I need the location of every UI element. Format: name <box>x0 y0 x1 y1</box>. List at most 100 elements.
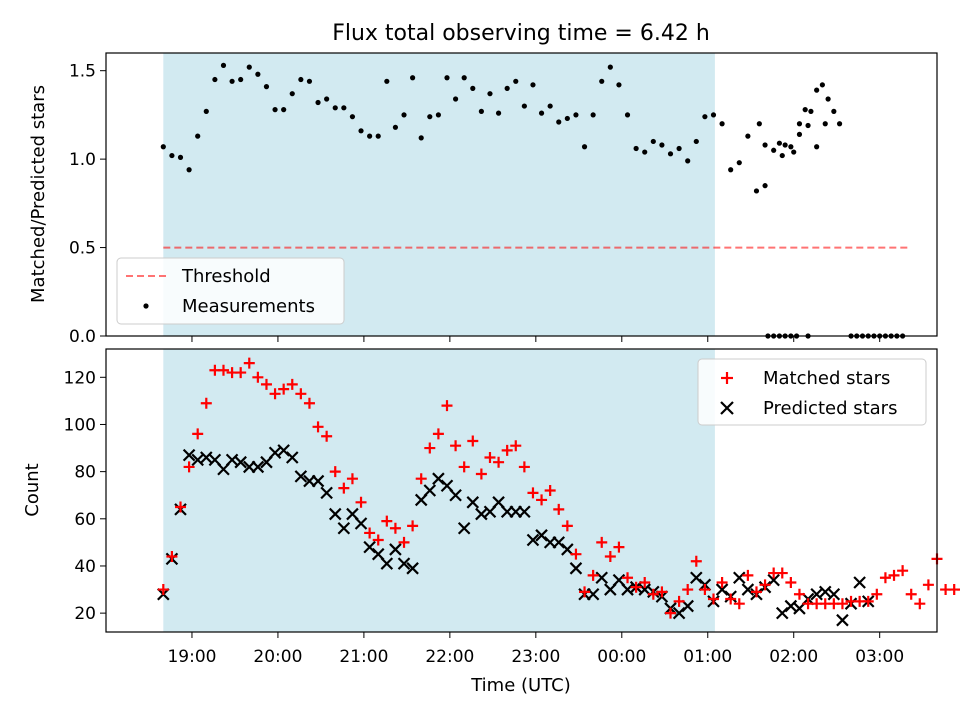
measurement-point <box>324 96 330 102</box>
measurement-point <box>624 112 631 118</box>
measurement-point <box>186 167 192 173</box>
matched-star-point <box>321 430 333 442</box>
matched-star-point <box>407 520 419 532</box>
matched-star-point <box>914 598 926 610</box>
measurement-point <box>788 144 794 150</box>
y-tick-label: 40 <box>74 557 96 577</box>
matched-star-point <box>579 586 591 598</box>
measurement-point <box>599 78 605 84</box>
measurement-point <box>650 138 656 145</box>
measurement-point <box>836 121 843 127</box>
ratio-legend: Threshold Measurements <box>116 257 345 325</box>
measurement-point <box>710 112 717 118</box>
measurement-point <box>719 121 725 127</box>
measurement-point <box>659 142 665 148</box>
measurement-point <box>478 108 484 114</box>
x-tick-label: 03:00 <box>855 647 904 667</box>
matched-star-point <box>647 588 659 600</box>
count-y-axis-label: Count <box>22 463 43 516</box>
measurement-point <box>693 138 699 145</box>
matched-star-point <box>493 456 505 468</box>
measurement-point <box>753 188 760 194</box>
x-axis-label: Time (UTC) <box>470 675 571 696</box>
measurement-point <box>495 110 502 116</box>
predicted-star-point <box>234 455 247 469</box>
measurement-point <box>384 78 390 84</box>
count-legend: Matched stars Predicted stars <box>697 358 927 426</box>
matched-star-point <box>200 397 212 409</box>
measurement-point <box>779 152 785 159</box>
measurement-point <box>220 62 227 68</box>
matched-star-point <box>604 551 616 563</box>
measurement-point <box>263 84 270 90</box>
count-legend-box <box>697 358 927 426</box>
measurement-point <box>796 131 803 137</box>
x-tick-label: 19:00 <box>167 647 216 667</box>
measurement-point <box>762 142 768 148</box>
predicted-star-point <box>311 474 325 488</box>
matched-star-point <box>355 496 367 508</box>
matched-star-point <box>905 588 917 600</box>
y-tick-label: 20 <box>74 604 96 624</box>
y-tick-label: 120 <box>64 368 96 388</box>
matched-star-point <box>346 473 358 485</box>
measurement-point <box>212 76 218 83</box>
matched-star-point <box>450 440 462 452</box>
measurement-point <box>607 64 613 70</box>
measurement-point <box>633 145 639 152</box>
matched-star-point <box>922 579 934 591</box>
matched-star-point <box>501 444 513 456</box>
matched-star-point <box>725 593 737 605</box>
predicted-star-point <box>251 460 265 474</box>
x-tick-label: 20:00 <box>253 647 302 667</box>
measurement-point <box>203 108 209 114</box>
y-tick-label: 80 <box>74 463 96 483</box>
predicted-star-point <box>827 587 841 601</box>
measurement-point <box>238 76 244 83</box>
matched-star-point <box>707 593 719 605</box>
measurement-point <box>756 121 762 127</box>
predicted-star-point <box>294 470 308 483</box>
measurement-point <box>782 142 788 148</box>
matched-star-point <box>278 383 290 395</box>
measurement-point <box>521 103 527 109</box>
matched-star-point <box>570 548 582 560</box>
y-tick-label: 60 <box>74 510 96 530</box>
measurement-point <box>616 82 622 88</box>
measurement-point <box>573 112 579 118</box>
matched-star-point <box>312 421 324 433</box>
count-panel-frame <box>105 348 938 633</box>
measurement-point <box>341 105 347 111</box>
predicted-star-point <box>182 448 196 462</box>
measurement-point <box>590 112 596 118</box>
predicted-star-point <box>836 613 849 627</box>
measurement-point <box>825 96 831 102</box>
matched-star-point <box>527 487 539 499</box>
measurement-point <box>667 151 674 157</box>
predicted-star-point <box>406 562 419 575</box>
measurement-point <box>796 121 803 127</box>
measurement-point <box>538 110 545 116</box>
x-tick-label: 23:00 <box>511 647 560 667</box>
matched-star-point <box>836 598 848 610</box>
measurement-point <box>487 91 493 97</box>
matched-star-point <box>415 473 427 485</box>
x-tick-label: 01:00 <box>683 647 732 667</box>
matched-star-point <box>166 551 178 563</box>
matched-star-point <box>716 576 728 588</box>
measurement-point <box>169 152 175 159</box>
predicted-star-point <box>518 505 531 519</box>
y-tick-label: 1.0 <box>69 150 96 170</box>
measurement-point <box>195 133 201 139</box>
predicted-star-point <box>595 571 609 585</box>
matched-star-point <box>888 569 900 581</box>
measurement-point <box>229 78 235 84</box>
matched-star-point <box>544 485 556 496</box>
matched-star-point <box>656 586 668 598</box>
matched-star-point <box>467 435 479 447</box>
predicted-star-point <box>853 576 866 589</box>
measurement-point <box>805 122 811 129</box>
predicted-star-point <box>466 496 480 509</box>
matched-star-point <box>243 357 255 369</box>
measurement-point <box>461 75 467 81</box>
